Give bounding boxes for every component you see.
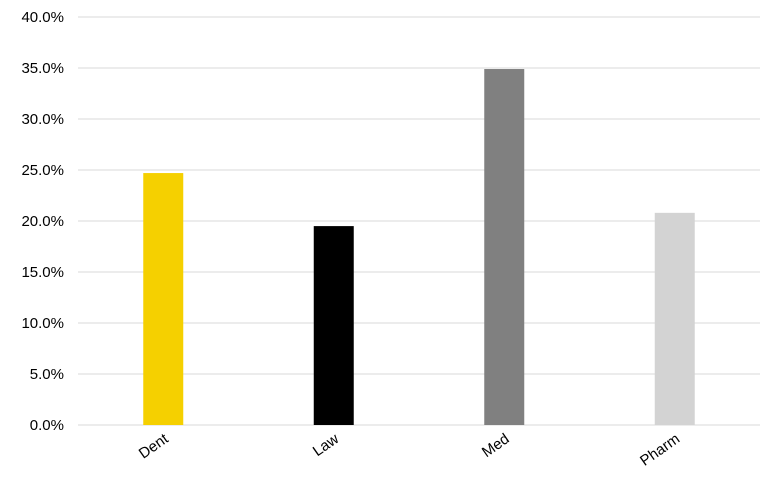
y-tick-label: 5.0% [30,366,64,383]
x-tick-label-pharm: Pharm [637,430,683,469]
bar-law [313,226,354,425]
y-tick-label: 15.0% [21,264,64,281]
y-tick-label: 35.0% [21,60,64,77]
x-tick-label-law: Law [310,430,342,460]
x-tick-label-dent: Dent [136,430,172,463]
y-tick-label: 0.0% [30,417,64,434]
y-tick-label: 40.0% [21,9,64,26]
bar-dent [143,173,184,425]
bar-med [484,69,525,426]
x-tick-label-med: Med [479,430,513,461]
y-tick-label: 25.0% [21,162,64,179]
x-axis-tick-labels: Dent Law Med Pharm [136,430,683,470]
gridlines [78,16,760,426]
y-axis-tick-labels: 0.0% 5.0% 10.0% 15.0% 20.0% 25.0% 30.0% 35.0% 40… [21,9,64,434]
bar-pharm [654,212,695,425]
y-tick-label: 30.0% [21,111,64,128]
y-tick-label: 20.0% [21,213,64,230]
y-tick-label: 10.0% [21,315,64,332]
bars [143,69,695,426]
